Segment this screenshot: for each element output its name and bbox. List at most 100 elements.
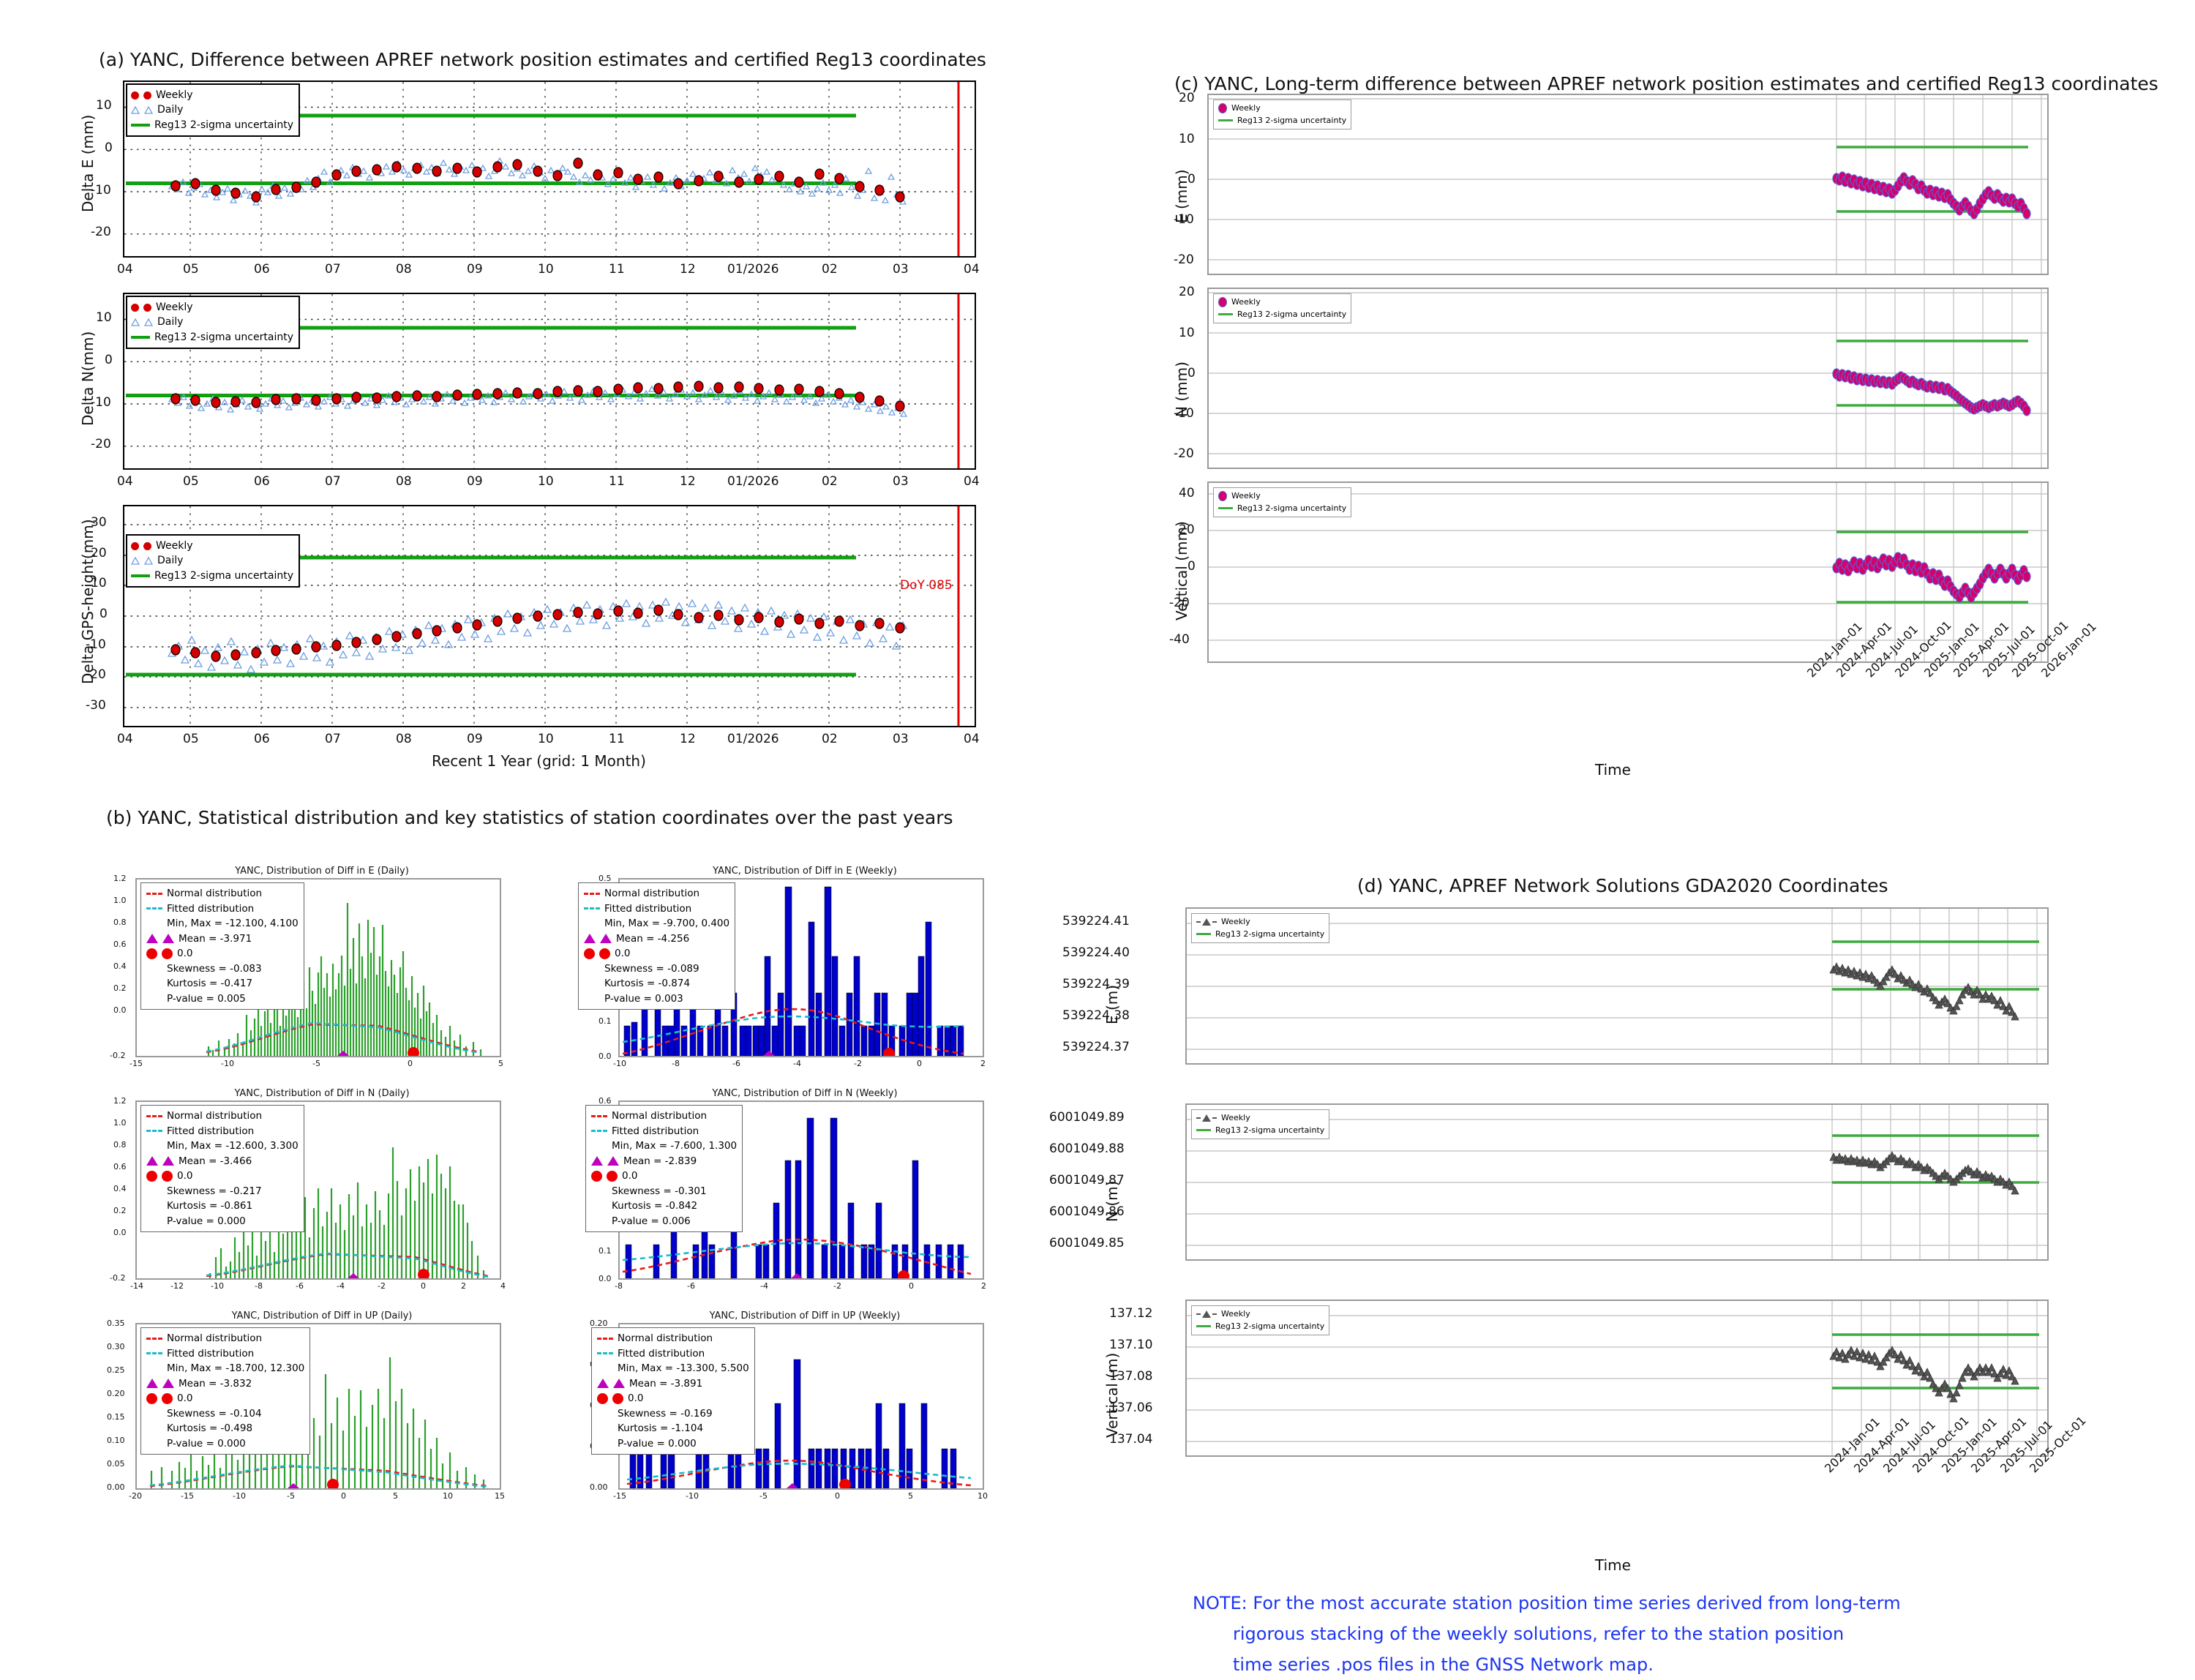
panel-b-chart6-ytick: 0.20 <box>590 1319 608 1328</box>
panel-b-chart3-xtick: -6 <box>296 1281 304 1291</box>
stat-mean: Mean = -2.839 <box>623 1155 697 1167</box>
panel-c-sub1-ytick: 10 <box>1179 132 1195 146</box>
panel-b-chart2-ytick: 0.0 <box>599 1051 612 1061</box>
stat-label-normal: Normal distribution <box>167 888 263 899</box>
weekly-marker-icon <box>1218 491 1227 502</box>
panel-b-chart1-title: YANC, Distribution of Diff in E (Daily) <box>235 866 409 877</box>
panel-a-sub2-xtick: 08 <box>396 474 412 489</box>
panel-b-chart3-ytick: -0.2 <box>110 1273 126 1283</box>
mean-marker-icon <box>162 934 174 944</box>
panel-d-sub1-plot <box>1187 909 2047 1063</box>
stat-minmax: Min, Max = -7.600, 1.300 <box>612 1140 738 1152</box>
legend-label-reg13: Reg13 2-sigma uncertainty <box>154 119 293 131</box>
zero-marker-icon <box>146 948 157 959</box>
panel-a-sub2-ytick: 0 <box>105 353 113 367</box>
panel-b-chart5-ytick: 0.20 <box>107 1389 125 1398</box>
legend-label-daily: Daily <box>157 316 184 329</box>
panel-b-chart5-ytick: 0.05 <box>107 1459 125 1469</box>
weekly-marker-icon <box>1196 1310 1217 1319</box>
panel-c-sub3-plot <box>1209 483 2047 661</box>
mean-marker-icon <box>613 1379 625 1389</box>
panel-b-chart4-xtick: 2 <box>981 1281 986 1291</box>
stat-label-normal: Normal distribution <box>612 1110 708 1122</box>
stat-kurtosis: Kurtosis = -0.498 <box>167 1422 253 1435</box>
panel-b-chart4-xtick: -2 <box>833 1281 841 1291</box>
panel-b-chart1-xtick: -15 <box>130 1059 143 1068</box>
panel-b-chart1-ytick: 1.0 <box>113 896 127 905</box>
panel-a-sub3-ytick: 20 <box>91 546 107 560</box>
stat-mean: Mean = -3.832 <box>179 1377 252 1390</box>
panel-a-sub1-ytick: 10 <box>96 98 112 113</box>
panel-b-chart5-ytick: 0.30 <box>107 1342 125 1351</box>
panel-c-title: (c) YANC, Long-term difference between A… <box>1174 73 2158 94</box>
stat-label-fitted: Fitted distribution <box>167 902 255 915</box>
panel-b-chart4-ytick: 0.0 <box>599 1274 612 1283</box>
panel-a-sub1-ylabel: Delta E (mm) <box>79 114 97 212</box>
zero-marker-icon <box>599 948 610 959</box>
panel-a-sub3-xtick: 10 <box>538 732 554 746</box>
mean-marker-icon <box>146 934 158 944</box>
panel-d-title: (d) YANC, APREF Network Solutions GDA202… <box>1357 875 1888 896</box>
weekly-marker-icon <box>1196 918 1217 926</box>
panel-d-sub1-legend: Weekly Reg13 2-sigma uncertainty <box>1191 913 1330 943</box>
panel-b-chart5-ytick: 0.00 <box>107 1482 125 1492</box>
panel-b-chart6-plot <box>626 1359 972 1488</box>
panel-a-sub1-legend: Weekly Daily Reg13 2-sigma uncertainty <box>126 83 300 137</box>
panel-d-sub1-ytick: 539224.38 <box>1062 1008 1130 1023</box>
fitted-dist-line-icon <box>591 1130 607 1133</box>
panel-a-sub3-xtick: 05 <box>183 732 199 746</box>
panel-a-sub2-xtick: 04 <box>117 474 133 489</box>
note-line-1: NOTE: For the most accurate station posi… <box>1193 1593 1901 1613</box>
panel-b-chart6-ytick: 0.00 <box>590 1482 608 1492</box>
panel-a-sub3-xtick: 04 <box>117 732 133 746</box>
panel-a-sub2-xtick: 04 <box>964 474 980 489</box>
mean-marker-icon <box>597 1379 609 1389</box>
stat-kurtosis: Kurtosis = -0.417 <box>167 978 253 990</box>
panel-b-chart2-ytick: 0.1 <box>599 1016 612 1026</box>
panel-b-chart2-stats: Normal distribution Fitted distribution … <box>578 882 736 1010</box>
panel-b-chart2-xtick: -4 <box>793 1059 801 1068</box>
panel-a-sub2-xtick: 02 <box>822 474 838 489</box>
weekly-marker-icon <box>131 303 139 312</box>
weekly-marker-icon <box>131 91 139 100</box>
panel-a-sub1-xtick: 01/2026 <box>727 262 779 277</box>
panel-b-chart1-ytick: -0.2 <box>110 1051 126 1060</box>
zero-marker-icon <box>597 1392 608 1404</box>
panel-a-sub3-xtick: 02 <box>822 732 838 746</box>
panel-c-sub1-plot <box>1209 95 2047 274</box>
normal-dist-line-icon <box>146 1114 162 1117</box>
note-line-3: time series .pos files in the GNSS Netwo… <box>1233 1654 1654 1675</box>
panel-b-chart1-ytick: 0.4 <box>113 961 127 971</box>
panel-a-sub1-xtick: 02 <box>822 262 838 277</box>
legend-label-weekly: Weekly <box>1231 103 1261 113</box>
stat-zero: 0.0 <box>177 948 193 960</box>
zero-marker-icon <box>146 1392 157 1404</box>
normal-dist-line-icon <box>146 1337 162 1340</box>
panel-a-sub3-xtick: 01/2026 <box>727 732 779 746</box>
panel-a-doy-annotation: DoY 085 <box>900 578 953 593</box>
panel-a-sub3-xtick: 07 <box>325 732 341 746</box>
stat-label-normal: Normal distribution <box>167 1332 263 1344</box>
panel-b-chart4-plot <box>622 1117 972 1278</box>
panel-b-chart1-plot <box>206 903 482 1056</box>
normal-dist-line-icon <box>591 1114 607 1117</box>
panel-d-sub3-ytick: 137.08 <box>1109 1369 1153 1384</box>
panel-b-chart3-xtick: 0 <box>421 1281 426 1291</box>
panel-a-sub2-xtick: 07 <box>325 474 341 489</box>
stat-mean: Mean = -3.971 <box>179 932 252 945</box>
panel-b-chart1-ytick: 0.8 <box>113 918 127 927</box>
panel-a-sub2-xtick: 10 <box>538 474 554 489</box>
panel-d-sub1-ytick: 539224.40 <box>1062 945 1130 960</box>
panel-a-sub3-xtick: 09 <box>467 732 483 746</box>
panel-a-sub2-ytick: 10 <box>96 310 112 325</box>
weekly-marker-icon <box>1196 1114 1217 1122</box>
panel-c-sub3-ytick: 40 <box>1179 486 1195 500</box>
panel-b-chart2-xtick: -2 <box>854 1059 862 1068</box>
panel-a-sub2-ytick: -20 <box>91 437 111 451</box>
panel-a-xlabel: Recent 1 Year (grid: 1 Month) <box>432 752 646 770</box>
panel-b-chart6-xtick: 0 <box>835 1491 840 1501</box>
panel-b-chart5-xtick: 0 <box>341 1491 346 1501</box>
panel-a-sub1-xtick: 05 <box>183 262 199 277</box>
normal-dist-line-icon <box>146 892 162 895</box>
legend-label-reg13: Reg13 2-sigma uncertainty <box>154 569 293 582</box>
